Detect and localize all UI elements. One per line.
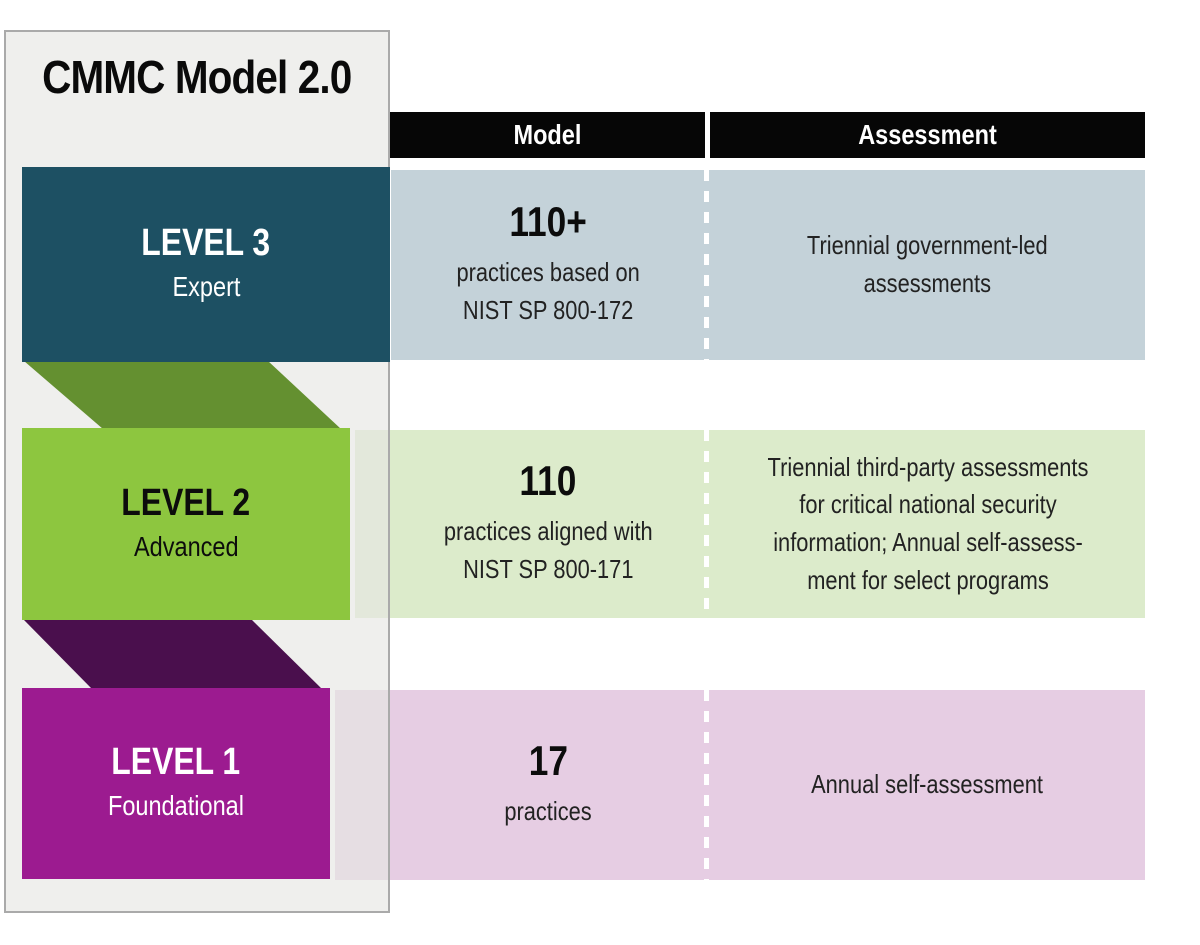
level1-assessment-cell: Annual self-assessment (710, 690, 1145, 880)
level1-tier: Foundational (107, 790, 245, 822)
level3-model-desc: practices based on NIST SP 800-172 (456, 257, 640, 326)
level2-assessment-text: Triennial third-party assessments for cr… (767, 451, 1088, 595)
level1-name: LEVEL 1 (111, 741, 241, 784)
level2-row-cell (355, 430, 1145, 618)
level2-tier: Advanced (133, 530, 239, 562)
level3-assessment-cell: Triennial government-led assessments (710, 170, 1145, 360)
level2-assessment-cell: Triennial third-party assessments for cr… (710, 430, 1145, 618)
level1-row-cell (335, 690, 1145, 880)
level3-model-value: 110+ (509, 198, 587, 246)
level3-row-cell (391, 170, 1145, 360)
level1-model-value: 17 (528, 737, 568, 785)
level1-column-divider (704, 690, 709, 880)
model-column-header: Model (390, 112, 705, 158)
level3-tier: Expert (172, 271, 240, 303)
level1-model-desc: practices (504, 796, 592, 827)
model-column-header-label: Model (513, 119, 582, 150)
level2-model-cell: 110 practices aligned with NIST SP 800-1… (391, 430, 705, 618)
level2-name: LEVEL 2 (121, 481, 251, 524)
level2-box: LEVEL 2 Advanced (22, 428, 350, 620)
level2-model-value: 110 (519, 457, 577, 505)
page-title: CMMC Model 2.0 (42, 51, 352, 103)
level3-name: LEVEL 3 (141, 222, 271, 265)
level1-assessment-text: Annual self-assessment (811, 769, 1044, 800)
assessment-column-header-label: Assessment (858, 119, 997, 150)
level3-column-divider (704, 170, 709, 360)
level3-model-cell: 110+ practices based on NIST SP 800-172 (391, 170, 705, 360)
level3-assessment-text: Triennial government-led assessments (807, 230, 1048, 298)
assessment-column-header: Assessment (710, 112, 1145, 158)
level1-box: LEVEL 1 Foundational (22, 688, 330, 879)
level2-model-desc: practices aligned with NIST SP 800-171 (443, 516, 653, 585)
level3-box: LEVEL 3 Expert (22, 167, 390, 362)
level1-model-cell: 17 practices (391, 690, 705, 880)
level2-column-divider (704, 430, 709, 618)
